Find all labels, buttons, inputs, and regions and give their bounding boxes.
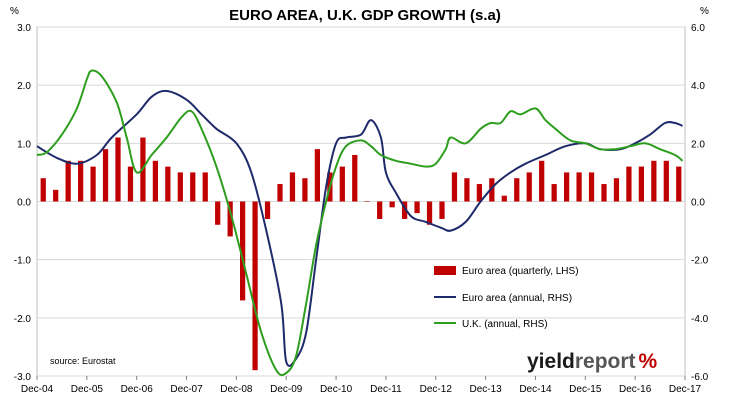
left-tick-label: 1.0	[17, 139, 31, 150]
gridlines	[37, 26, 685, 377]
x-tick-label: Dec-08	[220, 384, 253, 395]
bar-euro-quarterly	[314, 149, 321, 202]
bar-euro-quarterly	[638, 166, 645, 202]
bar-euro-quarterly	[377, 201, 383, 219]
bar-euro-quarterly	[588, 172, 595, 202]
bar-euro-quarterly	[663, 160, 669, 202]
right-tick-label: 4.0	[691, 81, 705, 92]
brand-logo-part1: yield	[527, 350, 575, 373]
bar-euro-quarterly	[177, 172, 183, 202]
bar-euro-quarterly	[165, 166, 171, 202]
bar-euro-quarterly	[77, 160, 84, 202]
right-tick-label: -2.0	[691, 256, 709, 267]
left-tick-label: 3.0	[17, 23, 31, 34]
bar-euro-quarterly	[40, 178, 46, 202]
bar-euro-quarterly	[53, 189, 59, 202]
line-uk-annual	[36, 69, 684, 377]
x-tick-label: Dec-17	[669, 384, 702, 395]
bar-euro-quarterly	[514, 178, 520, 202]
bar-euro-quarterly	[626, 166, 632, 202]
bar-euro-quarterly	[277, 184, 283, 202]
bar-euro-quarterly	[489, 178, 495, 202]
bar-euro-quarterly	[501, 195, 507, 202]
legend-label-uk-annual: U.K. (annual, RHS)	[462, 319, 548, 330]
left-tick-label: -2.0	[14, 314, 32, 325]
x-tick-label: Dec-05	[71, 384, 104, 395]
legend-label-euro-annual: Euro area (annual, RHS)	[462, 293, 572, 304]
bar-euro-quarterly	[526, 172, 532, 202]
x-tick-label: Dec-13	[469, 384, 502, 395]
right-tick-label: -4.0	[691, 314, 709, 325]
bar-euro-quarterly	[451, 172, 458, 202]
x-tick-label: Dec-15	[569, 384, 602, 395]
brand-logo: yieldreport%	[527, 350, 658, 373]
x-tick-label: Dec-12	[420, 384, 453, 395]
bar-euro-quarterly	[227, 201, 233, 237]
x-tick-label: Dec-16	[619, 384, 652, 395]
right-axis-ticks: 6.0 4.0 2.0 0.0 -2.0 -4.0 -6.0	[691, 23, 709, 383]
annual-lines	[36, 69, 684, 377]
bar-euro-quarterly	[426, 201, 433, 225]
legend-label-euro-quarterly: Euro area (quarterly, LHS)	[462, 266, 579, 277]
bar-euro-quarterly	[252, 201, 258, 371]
left-tick-label: 0.0	[17, 198, 31, 209]
x-axis-ticks: Dec-04 Dec-05 Dec-06 Dec-07 Dec-08 Dec-09 Dec-…	[21, 376, 702, 395]
bar-euro-quarterly	[239, 201, 246, 301]
bar-euro-quarterly	[102, 149, 109, 202]
right-tick-label: 2.0	[691, 139, 705, 150]
bar-euro-quarterly	[576, 172, 582, 202]
bar-euro-quarterly	[601, 184, 607, 202]
right-tick-label: 0.0	[691, 198, 705, 209]
line-euro-annual	[36, 89, 683, 367]
x-tick-label: Dec-06	[121, 384, 154, 395]
right-tick-label: -6.0	[691, 372, 709, 383]
legend-swatch-euro-quarterly	[434, 266, 456, 275]
bar-euro-quarterly	[551, 184, 557, 202]
bar-euro-quarterly	[190, 172, 196, 202]
x-tick-label: Dec-09	[270, 384, 303, 395]
x-tick-label: Dec-14	[519, 384, 552, 395]
bar-euro-quarterly	[476, 184, 483, 202]
bar-euro-quarterly	[389, 201, 395, 208]
bar-euro-quarterly	[651, 160, 657, 202]
bar-euro-quarterly	[215, 201, 221, 225]
right-axis-unit: %	[700, 6, 709, 17]
left-tick-label: -1.0	[14, 256, 32, 267]
right-tick-label: 6.0	[691, 23, 705, 34]
bar-euro-quarterly	[202, 172, 208, 202]
left-tick-label: -3.0	[14, 372, 32, 383]
bar-euro-quarterly	[127, 166, 134, 202]
bar-euro-quarterly	[676, 166, 682, 202]
x-tick-label: Dec-11	[370, 384, 402, 395]
bar-euro-quarterly	[563, 172, 570, 202]
x-tick-label: Dec-04	[21, 384, 54, 395]
bar-euro-quarterly	[539, 160, 545, 202]
bar-euro-quarterly	[302, 178, 308, 202]
bar-euro-quarterly	[613, 178, 620, 202]
bar-euro-quarterly	[289, 172, 296, 202]
bar-euro-quarterly	[90, 166, 96, 202]
x-tick-label: Dec-07	[170, 384, 203, 395]
bar-euro-quarterly	[352, 154, 358, 202]
left-axis-ticks: 3.0 2.0 1.0 0.0 -1.0 -2.0 -3.0	[14, 23, 32, 383]
bar-euro-quarterly	[152, 160, 159, 202]
left-axis-unit: %	[10, 6, 19, 17]
bar-euro-quarterly	[65, 160, 71, 202]
bar-euro-quarterly	[401, 201, 408, 219]
source-note: source: Eurostat	[50, 356, 116, 366]
legend: Euro area (quarterly, LHS) Euro area (an…	[434, 266, 579, 330]
x-tick-label: Dec-10	[320, 384, 353, 395]
brand-logo-part2: report	[575, 350, 636, 373]
brand-logo-mark: %	[639, 350, 658, 373]
bar-euro-quarterly	[339, 166, 345, 202]
bar-euro-quarterly	[115, 137, 121, 202]
bar-euro-quarterly	[364, 201, 370, 202]
bar-euro-quarterly	[439, 201, 445, 219]
left-tick-label: 2.0	[17, 81, 31, 92]
bar-euro-quarterly	[264, 201, 271, 219]
chart-title: EURO AREA, U.K. GDP GROWTH (s.a)	[229, 7, 501, 24]
bar-euro-quarterly	[464, 178, 470, 202]
bar-euro-quarterly	[414, 201, 420, 214]
